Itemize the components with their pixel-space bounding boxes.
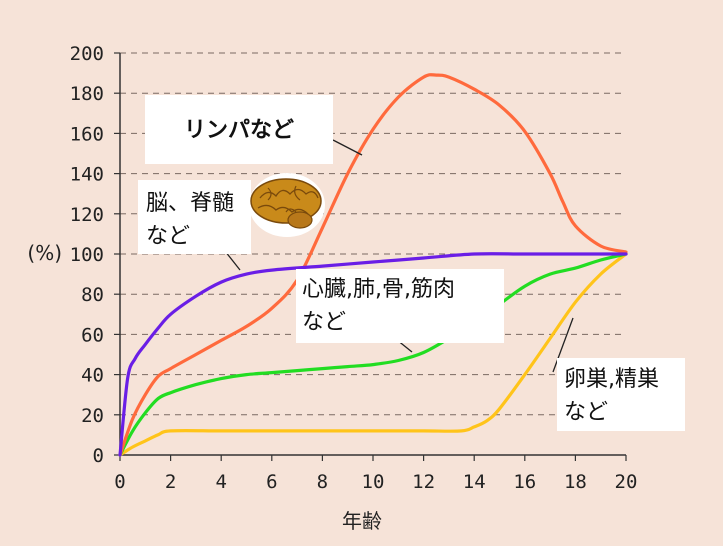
x-axis-title: 年齢	[342, 509, 382, 533]
label-lymph: リンパなど	[145, 95, 333, 164]
y-tick-label-80: 80	[81, 284, 104, 306]
label-organs: 心臓,肺,骨,筋肉 など	[296, 269, 504, 343]
x-tick-label-20: 20	[615, 471, 638, 493]
y-axis-ticks: 0 20 40 60 80 100 120 140 160 180 200	[70, 43, 120, 467]
series-line-1	[118, 252, 628, 457]
y-tick-label-200: 200	[70, 43, 104, 65]
y-tick-label-180: 180	[70, 83, 104, 105]
y-tick-label-20: 20	[81, 405, 104, 427]
y-tick-label-0: 0	[93, 445, 104, 467]
label-brain-line2: など	[146, 224, 190, 249]
x-tick-label-12: 12	[412, 471, 435, 493]
series-line-2	[118, 252, 628, 457]
x-tick-label-2: 2	[165, 471, 176, 493]
series-line-0	[118, 73, 628, 457]
label-organs-line1: 心臓,肺,骨,筋肉	[302, 277, 455, 302]
leader-lymph	[332, 139, 363, 156]
label-brain: 脳、脊髄 など	[138, 173, 325, 254]
series-lines	[118, 73, 628, 457]
x-tick-label-0: 0	[114, 471, 125, 493]
label-box	[557, 358, 685, 431]
x-tick-label-4: 4	[215, 471, 226, 493]
x-axis-ticks: 0 2 4 6 8 10 12 14 16 18 20	[114, 455, 637, 493]
brain-illustration-icon	[250, 178, 322, 229]
y-tick-label-120: 120	[70, 204, 104, 226]
label-brain-line1: 脳、脊髄	[146, 191, 234, 216]
x-tick-label-6: 6	[266, 471, 277, 493]
label-gonads: 卵巣,精巣 など	[557, 358, 685, 431]
x-tick-label-10: 10	[362, 471, 385, 493]
x-tick-label-8: 8	[317, 471, 328, 493]
label-box	[138, 180, 251, 254]
y-tick-label-140: 140	[70, 164, 104, 186]
x-tick-label-16: 16	[513, 471, 536, 493]
label-box	[296, 269, 504, 343]
x-tick-label-18: 18	[564, 471, 587, 493]
label-organs-line2: など	[302, 310, 346, 335]
y-tick-label-160: 160	[70, 123, 104, 145]
y-tick-label-60: 60	[81, 324, 104, 346]
label-gonads-line1: 卵巣,精巣	[564, 367, 659, 392]
x-tick-label-14: 14	[463, 471, 486, 493]
label-lymph-text: リンパなど	[184, 118, 294, 143]
series-line-3	[118, 252, 628, 457]
y-tick-label-40: 40	[81, 365, 104, 387]
label-gonads-line2: など	[564, 400, 608, 425]
y-tick-label-100: 100	[70, 244, 104, 266]
label-box	[145, 95, 333, 164]
y-axis-title: (%)	[27, 241, 62, 265]
leader-gonads	[552, 317, 574, 373]
